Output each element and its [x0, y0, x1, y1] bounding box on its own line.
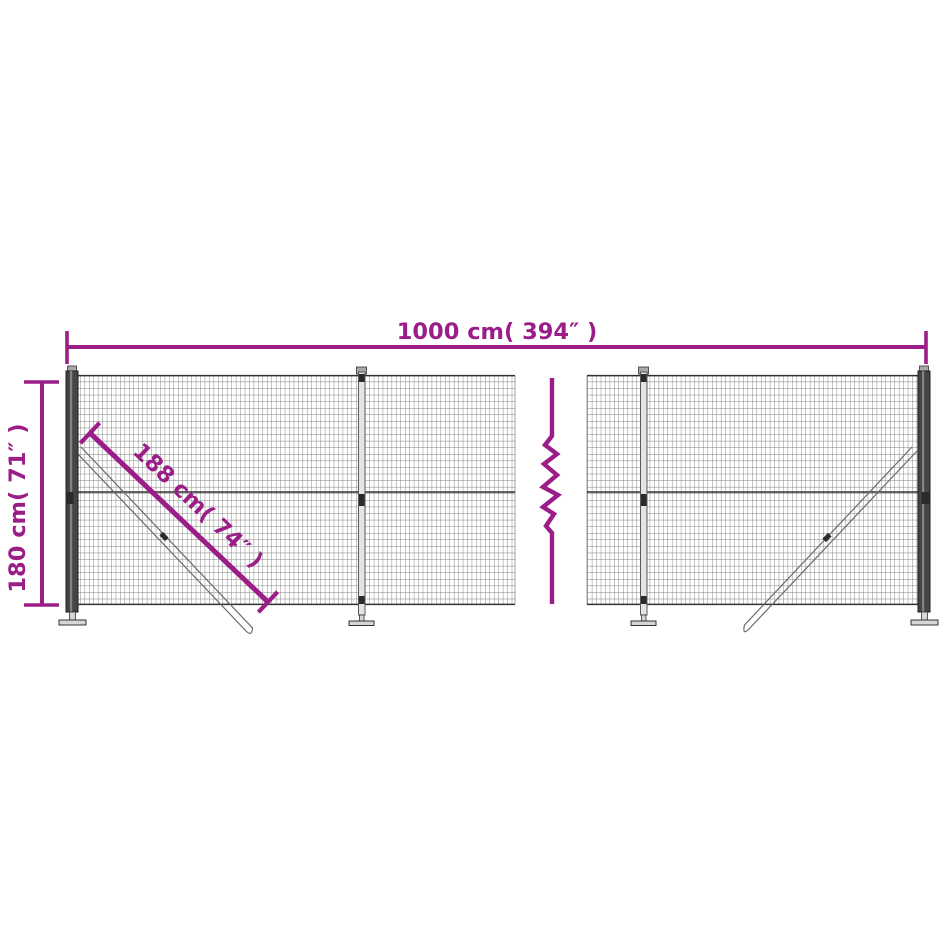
end-post-right-highlight	[922, 371, 925, 612]
strut-right	[743, 446, 918, 633]
strut-clip-left	[159, 531, 169, 542]
mid-post-left-body	[358, 371, 366, 616]
end-post-left-highlight	[70, 371, 73, 612]
mid-post-right-clip-middle	[641, 494, 647, 506]
end-posts	[58, 365, 939, 626]
strut-clip-right	[822, 532, 832, 543]
height-dimension-line	[24, 380, 59, 607]
mesh-panel-right	[587, 375, 930, 605]
end-post-left-clip	[65, 492, 74, 504]
height-dimension-label: 180 cm( 71″ )	[5, 423, 31, 592]
mid-post-right	[630, 366, 657, 626]
intermediate-posts	[348, 366, 657, 626]
struts	[75, 446, 918, 634]
break-zigzag	[539, 378, 562, 604]
mesh-panel-left	[67, 375, 515, 605]
mid-post-right-clip-bottom	[641, 596, 647, 604]
end-post-left-foot	[58, 619, 87, 626]
mid-post-left-foot	[348, 620, 375, 626]
mid-post-left-clip-top	[359, 374, 365, 382]
end-post-right-foot	[910, 619, 939, 626]
mid-post-left	[348, 366, 375, 626]
mid-post-right-body	[640, 371, 648, 616]
mid-post-right-clip-top	[641, 374, 647, 382]
mid-post-left-clip-bottom	[359, 596, 365, 604]
width-dimension-line	[65, 331, 928, 364]
mid-post-left-clip-middle	[359, 494, 365, 506]
end-post-left	[58, 365, 87, 626]
strut-left	[75, 446, 254, 634]
mid-post-right-foot	[630, 620, 657, 626]
dimension-lines	[24, 331, 928, 614]
end-post-right	[910, 365, 939, 626]
width-dimension-label: 1000 cm( 394″ )	[397, 319, 598, 345]
brace-dim-line	[88, 431, 270, 604]
end-post-right-clip	[921, 492, 930, 504]
brace-dimension-line	[78, 421, 280, 614]
